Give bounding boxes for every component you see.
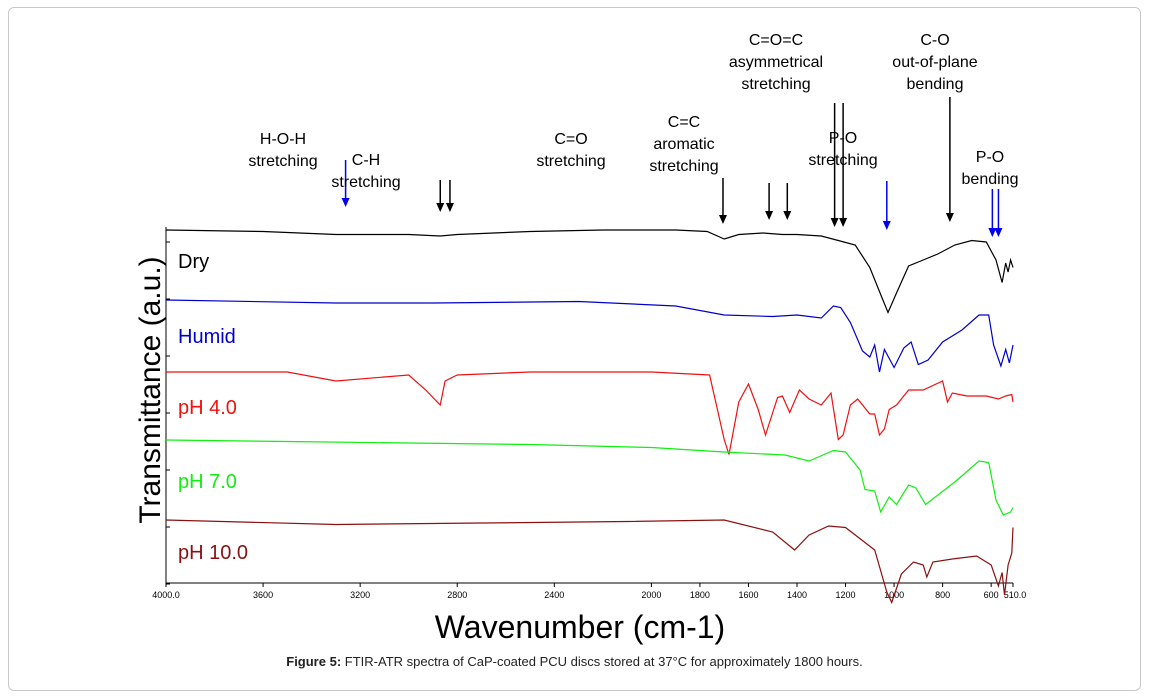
x-tick-label: 1800 — [690, 590, 710, 600]
x-tick-label: 1600 — [738, 590, 758, 600]
annotation-text: stretching — [248, 153, 317, 170]
x-tick-label: 2400 — [544, 590, 564, 600]
annotation-arrow-head — [882, 221, 891, 230]
x-tick-label: 510.0 — [1004, 590, 1027, 600]
x-tick-label: 3600 — [253, 590, 273, 600]
ftir-chart: 4000.0 3600 3200 2800 2400 2000 1800 1600 1400 12… — [134, 32, 1027, 645]
annotation-arrow-head — [945, 213, 954, 222]
annotation-text: bending — [907, 76, 964, 93]
annotation-text: C=O — [554, 131, 587, 148]
annotation-arrow-head — [830, 218, 839, 227]
annotation-text: C=C — [668, 114, 700, 131]
annotation-arrow-head — [445, 203, 454, 212]
caption-label: Figure 5: — [286, 654, 342, 669]
x-tick-label: 1200 — [836, 590, 856, 600]
annotation-text: C-H — [352, 152, 380, 169]
annotation-text: stretching — [649, 158, 718, 175]
x-tick-label: 2800 — [447, 590, 467, 600]
annotation-arrow-head — [341, 198, 350, 207]
annotation-text: H-O-H — [260, 131, 306, 148]
series-label: Dry — [178, 251, 209, 273]
annotation-text: stretching — [741, 76, 810, 93]
x-tick-label: 800 — [935, 590, 950, 600]
annotation-arrow-head — [988, 228, 997, 237]
series-label: pH 7.0 — [178, 471, 237, 493]
annotation-text: aromatic — [653, 136, 714, 153]
series-line-dry — [165, 229, 1014, 315]
series-label: pH 10.0 — [178, 542, 248, 564]
x-tick-label: 1400 — [787, 590, 807, 600]
annotation-arrow-head — [436, 203, 445, 212]
series-label: pH 4.0 — [178, 397, 237, 419]
x-axis-label: Wavenumber (cm-1) — [435, 609, 725, 645]
series-line-ph-7-0 — [165, 439, 1014, 516]
series-line-humid — [165, 299, 1014, 373]
annotation-arrow-head — [994, 228, 1003, 237]
annotation-text: C=O=C — [749, 32, 803, 49]
annotation-arrow-head — [718, 215, 727, 224]
figure-caption: Figure 5: FTIR-ATR spectra of CaP-coated… — [0, 654, 1149, 669]
caption-text: FTIR-ATR spectra of CaP-coated PCU discs… — [344, 654, 863, 669]
series-label: Humid — [178, 326, 236, 348]
annotation-text: asymmetrical — [729, 54, 823, 71]
annotation-text: bending — [962, 171, 1019, 188]
annotation-text: stretching — [331, 174, 400, 191]
annotation-text: P-O — [976, 149, 1004, 166]
annotation-arrow-head — [765, 211, 774, 220]
x-tick-label: 4000.0 — [152, 590, 180, 600]
annotation-text: stretching — [536, 153, 605, 170]
x-tick-label: 2000 — [641, 590, 661, 600]
x-tick-label: 600 — [984, 590, 999, 600]
annotation-arrow-head — [839, 218, 848, 227]
annotation-text: out-of-plane — [892, 54, 977, 71]
annotation-text: stretching — [808, 152, 877, 169]
series-line-ph-10-0 — [165, 519, 1014, 605]
annotation-text: P-O — [829, 130, 857, 147]
series-line-ph-4-0 — [166, 371, 1014, 455]
figure-frame — [8, 7, 1141, 691]
x-tick-label: 3200 — [350, 590, 370, 600]
annotation-arrow-head — [783, 211, 792, 220]
annotation-text: C-O — [920, 32, 949, 49]
y-axis-label: Transmittance (a.u.) — [134, 256, 167, 523]
